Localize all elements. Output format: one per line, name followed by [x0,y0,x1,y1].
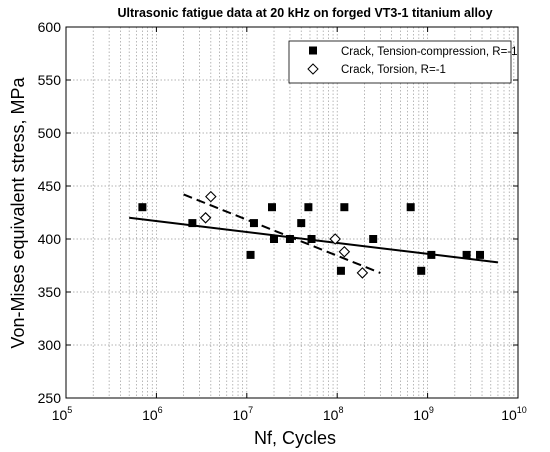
legend-label-torsion: Crack, Torsion, R=-1 [341,64,446,76]
point-torsion [329,233,341,245]
point-tension-compression [406,203,415,212]
y-tick-label: 300 [38,337,62,353]
point-tension-compression [476,250,485,259]
y-tick-label: 350 [38,284,62,300]
legend: Crack, Tension-compression, R=-1 Crack, … [288,40,518,84]
point-tension-compression [249,219,258,228]
legend-label-tension-compression: Crack, Tension-compression, R=-1 [341,46,518,58]
legend-box [288,40,512,84]
point-tension-compression [462,250,471,259]
point-tension-compression [417,266,426,275]
y-tick-label: 550 [38,72,62,88]
x-tick-label: 108 [323,405,344,423]
y-tick-label: 400 [38,231,62,247]
x-axis-ticks: 105 106 107 108 109 1010 [52,27,527,423]
y-axis-label: Von-Mises equivalent stress, MPa [8,76,28,348]
point-tension-compression [188,219,197,228]
point-tension-compression [270,235,279,243]
point-torsion [338,245,351,258]
x-tick-label: 1010 [501,405,527,423]
point-torsion [356,267,369,279]
point-tension-compression [138,203,147,212]
y-tick-label: 450 [38,178,62,194]
x-tick-label: 106 [142,405,163,423]
point-tension-compression [369,235,378,243]
legend-marker-torsion [307,63,319,75]
y-tick-label: 250 [38,390,62,406]
plot-frame [65,26,519,399]
point-tension-compression [307,235,316,243]
point-tension-compression [340,203,349,212]
plot-area [66,27,518,398]
point-tension-compression [297,219,306,228]
chart-title: Ultrasonic fatigue data at 20 kHz on for… [117,6,492,20]
point-tension-compression [304,203,313,212]
x-tick-label: 109 [413,405,434,423]
point-tension-compression [246,250,255,259]
y-axis-ticks: 250 300 350 400 450 500 550 600 [38,19,518,406]
data-points [138,190,485,279]
x-tick-label: 107 [233,405,254,423]
y-tick-label: 600 [38,19,62,35]
grid [66,27,518,398]
trend-line-dashed [183,193,381,274]
y-tick-label: 500 [38,125,62,141]
x-tick-label: 105 [52,405,73,423]
point-tension-compression [427,250,436,259]
point-tension-compression [267,203,276,212]
point-torsion [205,190,217,203]
point-tension-compression [285,235,294,243]
point-tension-compression [336,266,345,275]
x-axis-label: Nf, Cycles [254,428,336,448]
legend-marker-tension-compression [309,46,317,55]
point-torsion [199,212,212,224]
